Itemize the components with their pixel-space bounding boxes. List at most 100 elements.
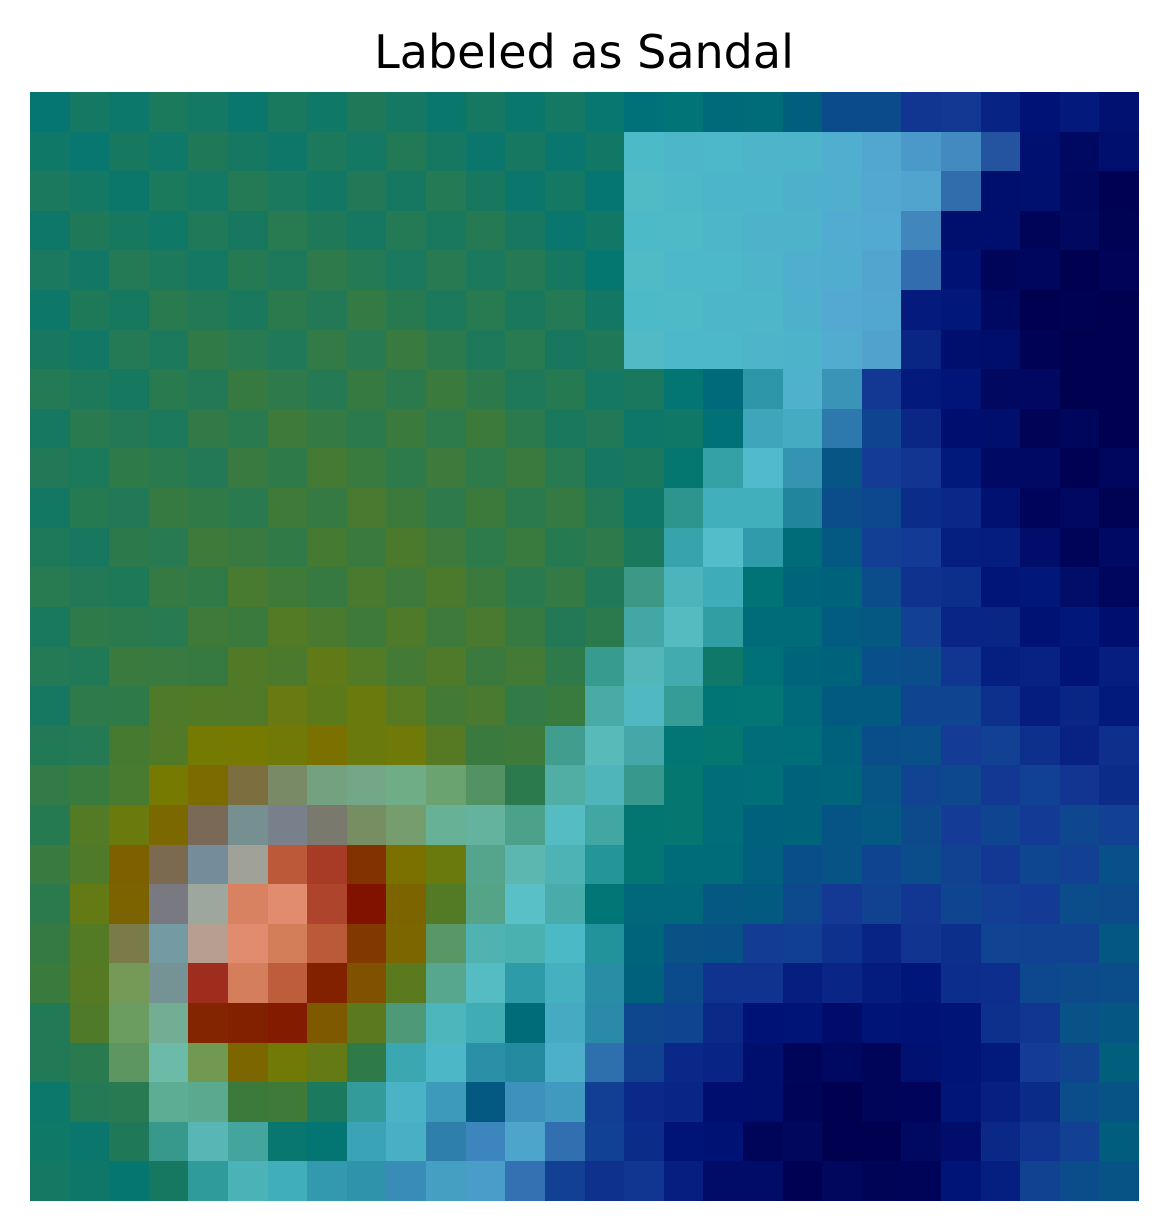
heatmap-cell	[346, 488, 387, 528]
heatmap-cell	[1099, 1002, 1139, 1043]
heatmap-cell	[742, 1121, 783, 1162]
heatmap-cell	[1099, 131, 1139, 172]
heatmap-cell	[346, 171, 387, 211]
heatmap-cell	[940, 1042, 981, 1083]
heatmap-cell	[426, 1042, 466, 1083]
heatmap-cell	[861, 804, 902, 845]
heatmap-cell	[742, 884, 783, 924]
heatmap-cell	[703, 646, 743, 687]
heatmap-cell	[861, 923, 902, 964]
heatmap-cell	[1020, 488, 1060, 528]
heatmap-cell	[228, 131, 268, 172]
heatmap-cell	[663, 131, 704, 172]
heatmap-cell	[30, 567, 70, 607]
heatmap-cell	[267, 92, 308, 132]
heatmap-cell	[109, 1082, 149, 1122]
heatmap-cell	[544, 369, 585, 409]
heatmap-cell	[1020, 408, 1060, 449]
heatmap-cell	[782, 963, 823, 1003]
heatmap-cell	[782, 844, 823, 885]
heatmap-cell	[822, 131, 862, 172]
heatmap-cell	[69, 369, 110, 409]
heatmap-cell	[228, 1121, 268, 1162]
heatmap-cell	[426, 884, 466, 924]
heatmap-cell	[861, 646, 902, 687]
heatmap-cell	[1099, 686, 1139, 726]
heatmap-cell	[1020, 1002, 1060, 1043]
heatmap-cell	[1099, 804, 1139, 845]
heatmap-cell	[544, 290, 585, 330]
heatmap-cell	[861, 1082, 902, 1122]
heatmap-cell	[901, 725, 941, 766]
heatmap-cell	[1099, 290, 1139, 330]
heatmap-cell	[782, 1121, 823, 1162]
heatmap-cell	[386, 290, 427, 330]
heatmap-cell	[742, 369, 783, 409]
heatmap-cell	[426, 923, 466, 964]
heatmap-cell	[703, 448, 743, 489]
heatmap-cell	[69, 804, 110, 845]
heatmap-cell	[505, 171, 545, 211]
heatmap-cell	[742, 408, 783, 449]
heatmap-cell	[584, 92, 625, 132]
heatmap-cell	[742, 1082, 783, 1122]
heatmap-cell	[822, 884, 862, 924]
heatmap-cell	[663, 171, 704, 211]
heatmap-cell	[346, 804, 387, 845]
heatmap-cell	[901, 844, 941, 885]
heatmap-cell	[69, 488, 110, 528]
heatmap-cell	[624, 765, 664, 805]
heatmap-cell	[426, 606, 466, 647]
heatmap-cell	[940, 448, 981, 489]
heatmap-cell	[228, 646, 268, 687]
heatmap-cell	[386, 448, 427, 489]
heatmap-cell	[109, 963, 149, 1003]
heatmap-cell	[346, 1042, 387, 1083]
heatmap-cell	[861, 725, 902, 766]
heatmap-cell	[69, 923, 110, 964]
heatmap-cell	[782, 408, 823, 449]
heatmap-cell	[822, 210, 862, 251]
heatmap-cell	[1059, 1121, 1100, 1162]
heatmap-cell	[1059, 171, 1100, 211]
heatmap-cell	[624, 1082, 664, 1122]
heatmap-cell	[980, 369, 1021, 409]
heatmap-cell	[703, 210, 743, 251]
heatmap-cell	[624, 1042, 664, 1083]
heatmap-cell	[742, 131, 783, 172]
heatmap-cell	[109, 1161, 149, 1201]
heatmap-cell	[505, 923, 545, 964]
heatmap-cell	[940, 131, 981, 172]
heatmap-cell	[346, 606, 387, 647]
heatmap-cell	[861, 686, 902, 726]
heatmap-cell	[782, 92, 823, 132]
heatmap-cell	[505, 488, 545, 528]
heatmap-cell	[346, 290, 387, 330]
heatmap-cell	[267, 963, 308, 1003]
heatmap-cell	[465, 686, 506, 726]
heatmap-cell	[940, 250, 981, 291]
heatmap-cell	[782, 686, 823, 726]
heatmap-cell	[188, 646, 229, 687]
heatmap-cell	[505, 765, 545, 805]
heatmap-cell	[703, 606, 743, 647]
heatmap-cell	[228, 488, 268, 528]
heatmap-cell	[822, 686, 862, 726]
heatmap-cell	[148, 844, 189, 885]
heatmap-cell	[69, 1121, 110, 1162]
heatmap-cell	[109, 171, 149, 211]
heatmap-cell	[742, 765, 783, 805]
heatmap-cell	[584, 923, 625, 964]
heatmap-cell	[901, 1042, 941, 1083]
heatmap-cell	[346, 408, 387, 449]
heatmap-cell	[30, 804, 70, 845]
heatmap-cell	[544, 923, 585, 964]
heatmap-cell	[148, 1042, 189, 1083]
heatmap-cell	[465, 844, 506, 885]
heatmap-cell	[30, 250, 70, 291]
heatmap-cell	[1059, 1161, 1100, 1201]
heatmap-cell	[346, 923, 387, 964]
heatmap-cell	[624, 488, 664, 528]
heatmap-cell	[30, 725, 70, 766]
heatmap-cell	[386, 329, 427, 370]
